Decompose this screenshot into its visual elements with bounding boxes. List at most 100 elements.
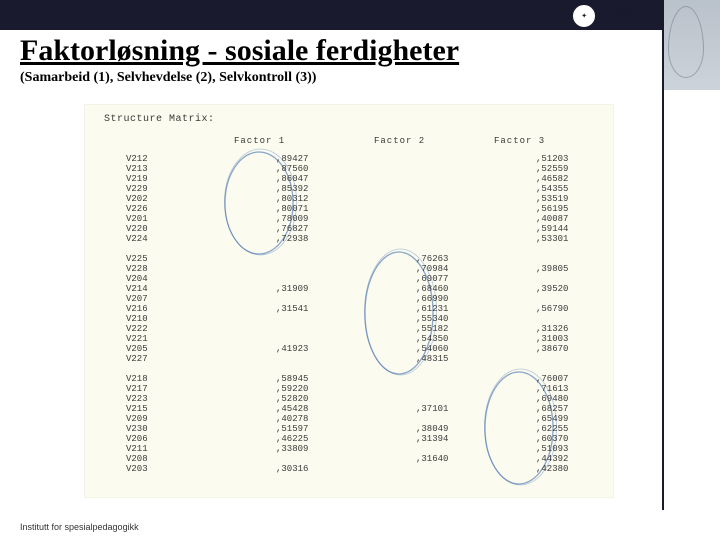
loading-c1: ,78009: [276, 214, 346, 224]
var-label: V205: [126, 344, 174, 354]
loading-c2: ,37101: [416, 404, 486, 414]
brand-logo: ✦ UNIVERSITETET I OSLO: [572, 4, 662, 28]
var-label: V218: [126, 374, 174, 384]
var-label: V215: [126, 404, 174, 414]
matrix-row: V222,55182,31326: [126, 324, 594, 334]
loading-c3: ,38670: [536, 344, 606, 354]
loading-c2: ,69077: [416, 274, 486, 284]
var-label: V204: [126, 274, 174, 284]
loading-c1: ,45428: [276, 404, 346, 414]
loading-c1: ,31541: [276, 304, 346, 314]
loading-c1: ,46225: [276, 434, 346, 444]
var-label: V219: [126, 174, 174, 184]
loading-c3: ,51203: [536, 154, 606, 164]
loading-c3: ,54355: [536, 184, 606, 194]
col-head-2: Factor 2: [374, 136, 425, 146]
loading-c1: ,80071: [276, 204, 346, 214]
loading-c1: ,30316: [276, 464, 346, 474]
loading-c3: ,40087: [536, 214, 606, 224]
loading-c1: ,33809: [276, 444, 346, 454]
matrix-row: V227 ,48315: [126, 354, 594, 364]
loading-c3: ,68257: [536, 404, 606, 414]
var-label: V221: [126, 334, 174, 344]
loading-c3: ,59144: [536, 224, 606, 234]
loading-c1: ,76827: [276, 224, 346, 234]
loading-c1: ,87560: [276, 164, 346, 174]
matrix-row: V210 ,55340: [126, 314, 594, 324]
loading-c1: ,86047: [276, 174, 346, 184]
var-label: V222: [126, 324, 174, 334]
structure-matrix-figure: Structure Matrix: Factor 1 Factor 2 Fact…: [84, 104, 614, 498]
matrix-row: V211,33809,51093: [126, 444, 594, 454]
loading-c1: ,80312: [276, 194, 346, 204]
matrix-row: V218,58945,76007: [126, 374, 594, 384]
loading-c3: ,56790: [536, 304, 606, 314]
loading-c2: ,31640: [416, 454, 486, 464]
corner-graphic: [662, 0, 720, 90]
matrix-row: V204 ,69077: [126, 274, 594, 284]
seal-icon: ✦: [572, 4, 596, 28]
var-label: V224: [126, 234, 174, 244]
loading-c1: ,31909: [276, 284, 346, 294]
loading-c2: ,54060: [416, 344, 486, 354]
var-label: V207: [126, 294, 174, 304]
matrix-row: V207 ,66990: [126, 294, 594, 304]
col-head-1: Factor 1: [234, 136, 285, 146]
loading-c2: ,55340: [416, 314, 486, 324]
matrix-row: V213,87560,52559: [126, 164, 594, 174]
matrix-row: V215,45428,37101,68257: [126, 404, 594, 414]
matrix-row: V212,89427,51203: [126, 154, 594, 164]
page-title: Faktorløsning - sosiale ferdigheter: [20, 34, 640, 68]
matrix-row: V214,31909,68460,39520: [126, 284, 594, 294]
loading-c2: ,70984: [416, 264, 486, 274]
loading-c1: ,51597: [276, 424, 346, 434]
var-label: V211: [126, 444, 174, 454]
loading-c3: ,76007: [536, 374, 606, 384]
var-label: V216: [126, 304, 174, 314]
var-label: V217: [126, 384, 174, 394]
var-label: V212: [126, 154, 174, 164]
var-label: V225: [126, 254, 174, 264]
right-strip: [662, 90, 720, 510]
loading-c1: ,85392: [276, 184, 346, 194]
var-label: V223: [126, 394, 174, 404]
loading-c3: ,60370: [536, 434, 606, 444]
loading-c2: ,68460: [416, 284, 486, 294]
loading-c2: ,66990: [416, 294, 486, 304]
loading-c3: ,71613: [536, 384, 606, 394]
loading-c3: ,53519: [536, 194, 606, 204]
matrix-row: V220,76827,59144: [126, 224, 594, 234]
matrix-row: V216,31541,61231,56790: [126, 304, 594, 314]
loading-c2: ,61231: [416, 304, 486, 314]
loading-c2: ,54350: [416, 334, 486, 344]
loading-c1: ,58945: [276, 374, 346, 384]
loading-c3: ,65499: [536, 414, 606, 424]
loading-c3: ,69480: [536, 394, 606, 404]
matrix-row: V225 ,76263: [126, 254, 594, 264]
brand-line2: I OSLO: [600, 16, 662, 25]
matrix-row: V230,51597,38049,62255: [126, 424, 594, 434]
loading-c3: ,42380: [536, 464, 606, 474]
loading-c3: ,31326: [536, 324, 606, 334]
matrix-row: V201,78009,40087: [126, 214, 594, 224]
loading-c3: ,31003: [536, 334, 606, 344]
var-label: V227: [126, 354, 174, 364]
matrix-heading: Structure Matrix:: [104, 114, 215, 125]
loading-c3: ,39805: [536, 264, 606, 274]
matrix-row: V223,52820,69480: [126, 394, 594, 404]
loading-c1: ,89427: [276, 154, 346, 164]
loading-c1: ,72938: [276, 234, 346, 244]
var-label: V213: [126, 164, 174, 174]
matrix-row: V228,70984,39805: [126, 264, 594, 274]
title-block: Faktorløsning - sosiale ferdigheter (Sam…: [20, 34, 640, 86]
loading-c2: ,76263: [416, 254, 486, 264]
loading-c1: ,41923: [276, 344, 346, 354]
loading-c3: ,44392: [536, 454, 606, 464]
var-label: V210: [126, 314, 174, 324]
loading-c3: ,51093: [536, 444, 606, 454]
loading-c1: ,52820: [276, 394, 346, 404]
loading-c3: ,62255: [536, 424, 606, 434]
loading-c3: ,46582: [536, 174, 606, 184]
var-label: V229: [126, 184, 174, 194]
loading-c2: ,48315: [416, 354, 486, 364]
